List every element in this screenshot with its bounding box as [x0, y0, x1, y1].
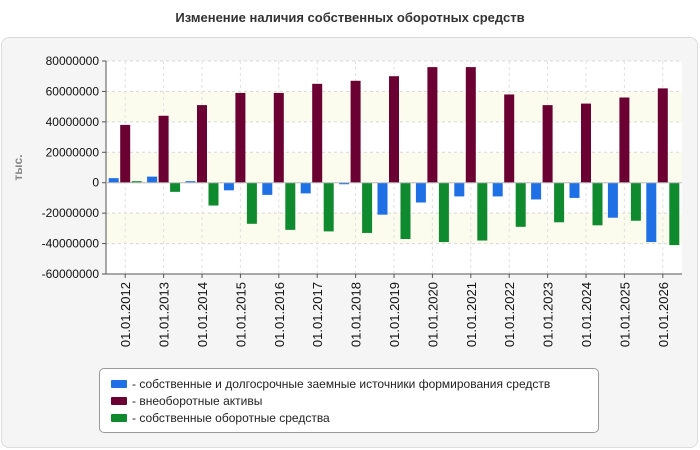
bar-series-3-01.01.2022: [515, 182, 526, 227]
bar-series-3-01.01.2024: [592, 182, 603, 226]
bar-series-2-01.01.2018: [350, 80, 361, 183]
bar-series-2-01.01.2023: [542, 105, 553, 183]
x-tick-label: 01.01.2017: [310, 282, 325, 347]
legend-label-noncurrent-assets: - внеоборотные активы: [132, 393, 263, 408]
bar-series-1-01.01.2025: [607, 182, 618, 218]
bar-series-2-01.01.2013: [158, 115, 169, 183]
bar-series-3-01.01.2023: [554, 182, 565, 223]
bar-series-1-01.01.2022: [492, 182, 503, 197]
bar-series-2-01.01.2017: [312, 83, 323, 183]
bar-series-1-01.01.2019: [377, 182, 388, 215]
bar-series-3-01.01.2015: [246, 182, 257, 224]
bar-series-1-01.01.2012: [108, 178, 119, 183]
bar-series-2-01.01.2014: [197, 105, 207, 183]
x-tick-label: 01.01.2023: [541, 282, 556, 347]
bar-series-3-01.01.2026: [669, 182, 680, 246]
bar-series-2-01.01.2012: [120, 124, 131, 183]
y-tick-label: 40000000: [46, 115, 100, 129]
y-tick-label: -60000000: [42, 267, 100, 281]
bar-series-1-01.01.2013: [147, 176, 158, 183]
legend-label-working-capital: - собственные оборотные средства: [132, 410, 330, 425]
legend-swatch-noncurrent-assets: [111, 396, 127, 405]
bar-series-3-01.01.2017: [323, 182, 334, 232]
legend-item-working-capital: - собственные оборотные средства: [111, 409, 598, 426]
x-tick-label: 01.01.2022: [502, 282, 517, 347]
chart-legend: - собственные и долгосрочные заемные ист…: [99, 368, 599, 433]
bar-series-2-01.01.2021: [465, 67, 476, 183]
bar-series-1-01.01.2015: [223, 182, 234, 191]
legend-swatch-sources: [111, 379, 127, 388]
x-tick-label: 01.01.2024: [579, 282, 594, 347]
x-tick-label: 01.01.2016: [272, 282, 287, 347]
x-tick-label: 01.01.2020: [425, 282, 440, 347]
x-tick-label: 01.01.2025: [617, 282, 632, 347]
bar-series-3-01.01.2019: [400, 182, 411, 240]
x-tick-label: 01.01.2018: [349, 282, 364, 347]
x-tick-label: 01.01.2013: [157, 282, 172, 347]
bar-series-2-01.01.2025: [619, 97, 630, 183]
y-tick-label: -40000000: [42, 237, 100, 251]
y-tick-label: 80000000: [46, 54, 100, 68]
x-tick-label: 01.01.2015: [233, 282, 248, 347]
bar-series-3-01.01.2012: [131, 181, 142, 183]
x-tick-label: 01.01.2014: [195, 282, 210, 347]
bar-series-1-01.01.2018: [339, 182, 350, 185]
bar-series-2-01.01.2016: [273, 92, 284, 183]
x-tick-label: 01.01.2021: [464, 282, 479, 347]
bar-series-3-01.01.2020: [438, 182, 449, 243]
chart-title: Изменение наличия собственных оборотных …: [175, 10, 525, 25]
bar-series-3-01.01.2016: [285, 182, 296, 230]
y-tick-label: 60000000: [46, 84, 100, 98]
bar-series-1-01.01.2017: [300, 182, 311, 194]
y-axis-title: тыс.: [11, 154, 25, 180]
bar-series-2-01.01.2020: [427, 67, 438, 183]
y-tick-label: 0: [92, 176, 99, 190]
bar-series-3-01.01.2025: [630, 182, 641, 221]
bar-series-3-01.01.2013: [170, 182, 181, 192]
bar-series-2-01.01.2015: [235, 92, 246, 183]
bar-series-1-01.01.2024: [569, 182, 580, 198]
bar-series-2-01.01.2026: [657, 88, 668, 183]
y-tick-label: 20000000: [46, 145, 100, 159]
bar-series-1-01.01.2023: [531, 182, 542, 200]
bar-series-1-01.01.2020: [415, 182, 426, 203]
bar-series-1-01.01.2026: [646, 182, 657, 243]
y-tick-label: -20000000: [42, 206, 100, 220]
legend-item-noncurrent-assets: - внеоборотные активы: [111, 392, 598, 409]
bar-series-1-01.01.2014: [185, 181, 196, 183]
legend-item-sources: - собственные и долгосрочные заемные ист…: [111, 375, 598, 392]
legend-label-sources: - собственные и долгосрочные заемные ист…: [132, 376, 551, 391]
x-tick-label: 01.01.2012: [118, 282, 133, 347]
bar-series-1-01.01.2016: [262, 182, 273, 195]
bar-series-3-01.01.2018: [362, 182, 373, 233]
bar-series-2-01.01.2022: [504, 94, 515, 183]
bar-series-2-01.01.2024: [581, 103, 591, 183]
bar-series-3-01.01.2014: [208, 182, 219, 206]
bar-series-2-01.01.2019: [389, 76, 399, 183]
bar-series-1-01.01.2021: [454, 182, 465, 197]
bar-series-3-01.01.2021: [477, 182, 488, 241]
legend-swatch-working-capital: [111, 413, 127, 422]
x-tick-label: 01.01.2026: [656, 282, 671, 347]
x-tick-label: 01.01.2019: [387, 282, 402, 347]
